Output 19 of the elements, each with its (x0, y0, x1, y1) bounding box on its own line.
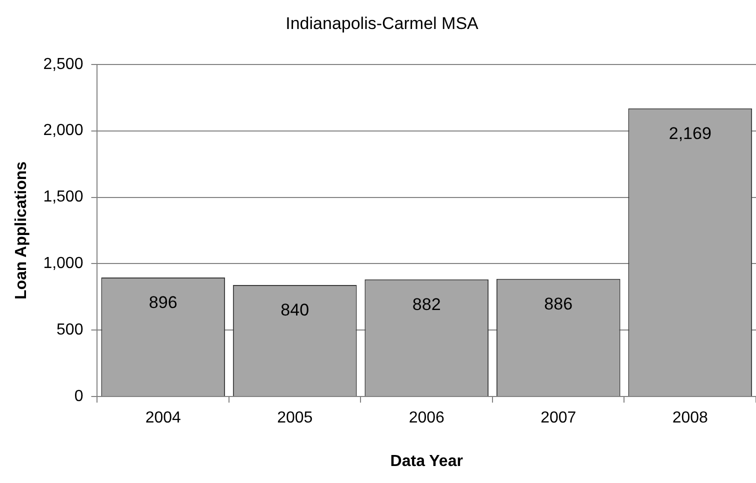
x-tick-label: 2004 (145, 410, 182, 427)
y-tick-label: 0 (74, 388, 84, 406)
x-tick-label: 2005 (277, 410, 313, 427)
data-label: 882 (412, 295, 441, 314)
data-label: 840 (280, 300, 310, 320)
x-tick-label: 2007 (540, 410, 576, 427)
x-tick-label: 2006 (408, 410, 445, 427)
data-label: 886 (544, 294, 573, 314)
data-label: 2,169 (668, 124, 712, 144)
x-tick-label: 2008 (672, 410, 708, 427)
y-axis-title: Loan Applications (13, 161, 30, 300)
y-tick-label: 2,000 (43, 122, 84, 140)
chart-title: Indianapolis-Carmel MSA (286, 14, 480, 33)
y-tick-label: 1,500 (43, 188, 84, 206)
y-tick-label: 1,000 (43, 255, 84, 272)
y-tick-label: 500 (56, 322, 84, 339)
y-tick-label: 2,500 (43, 56, 84, 73)
x-axis-title: Data Year (390, 452, 463, 470)
data-label: 896 (148, 293, 178, 312)
